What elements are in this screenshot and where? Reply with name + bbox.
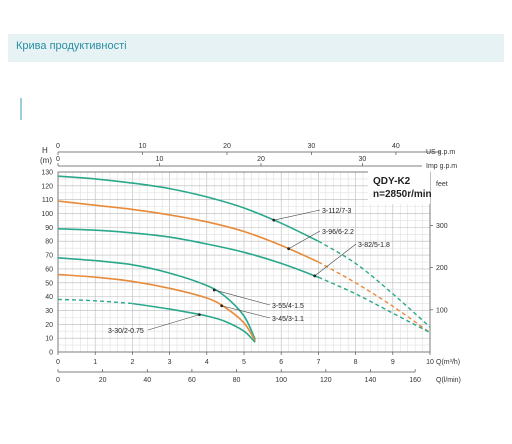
feet-tick-label: 300	[436, 223, 448, 230]
curve-label: 3-30/2-0.75	[108, 328, 144, 335]
lmin-tick-label: 160	[409, 377, 421, 384]
h-tick-label: 90	[45, 225, 53, 232]
q-tick-label: 3	[168, 359, 172, 366]
usgpm-tick-label: 10	[139, 143, 147, 150]
q-tick-label: 9	[391, 359, 395, 366]
impgpm-tick-label: 30	[359, 156, 367, 163]
lmin-tick-label: 120	[320, 377, 332, 384]
page-title: Крива продуктивності	[16, 40, 127, 52]
usgpm-tick-label: 0	[56, 143, 60, 150]
impgpm-tick-label: 0	[56, 156, 60, 163]
curve-3-82/5-1.8-dashed	[318, 276, 431, 334]
feet-axis-label: feet	[436, 181, 448, 188]
feet-tick-label: 100	[436, 307, 448, 314]
h-tick-label: 110	[42, 197, 53, 204]
q-tick-label: 4	[205, 359, 209, 366]
usgpm-tick-label: 40	[392, 143, 400, 150]
curve-3-30/2-0.75-dashed	[57, 298, 133, 305]
h-tick-label: 30	[45, 308, 53, 315]
title-box	[368, 170, 430, 204]
leader-dot	[272, 218, 276, 222]
lmin-axis-label: Q(l/min)	[436, 377, 461, 384]
leader-dot	[220, 304, 224, 308]
q-tick-label: 2	[130, 359, 134, 366]
h-tick-label: 40	[45, 294, 53, 301]
lmin-tick-label: 100	[275, 377, 287, 384]
h-tick-label: 0	[49, 350, 53, 357]
h-tick-label: 10	[45, 336, 53, 343]
curve-3-96/6-2.2-solid	[57, 200, 319, 263]
curve-3-82/5-1.8-solid	[57, 228, 319, 278]
h-tick-label: 80	[45, 239, 53, 246]
usgpm-axis-label: US g.p.m	[426, 149, 455, 156]
leader-dot	[197, 313, 201, 317]
lmin-tick-label: 20	[99, 377, 107, 384]
leader-line	[288, 230, 321, 249]
curve-3-112/7-3-dashed	[318, 240, 431, 328]
leader-line	[147, 314, 200, 331]
q-tick-label: 8	[354, 359, 358, 366]
feet-tick-label: 200	[436, 265, 448, 272]
impgpm-axis-label: Imp g.p.m	[426, 163, 457, 170]
curve-3-96/6-2.2-dashed	[318, 261, 431, 334]
curve-3-55/4-1.5	[57, 257, 256, 340]
curve-label: 3-82/5-1.8	[358, 242, 390, 249]
leader-dot	[313, 274, 317, 278]
lmin-tick-label: 60	[188, 377, 196, 384]
chart-labels: 3-112/7-3 3-96/6-2.2 3-82/5-1.8 3-55/4-1.5 3…	[108, 208, 390, 335]
lmin-tick-label: 80	[233, 377, 241, 384]
h-tick-label: 60	[45, 266, 53, 273]
h-axis-unit: (m)	[40, 156, 52, 165]
h-tick-label: 20	[45, 322, 53, 329]
h-tick-label: 130	[41, 170, 53, 177]
chart-subtitle: n=2850r/min	[373, 189, 432, 200]
usgpm-tick-label: 30	[308, 143, 316, 150]
lmin-tick-label: 140	[365, 377, 377, 384]
leader-line	[214, 289, 271, 306]
leader-line	[273, 209, 321, 221]
q-axis-label: Q(m³/h)	[436, 359, 460, 366]
curve-label: 3-55/4-1.5	[272, 303, 304, 310]
q-tick-label: 6	[279, 359, 283, 366]
h-tick-label: 100	[41, 211, 53, 218]
curve-3-30/2-0.75-solid	[132, 302, 256, 343]
header-band	[8, 34, 504, 62]
curve-3-45/3-1.1	[57, 273, 256, 342]
impgpm-tick-label: 20	[257, 156, 265, 163]
leader-dot	[287, 247, 291, 251]
curve-label: 3-45/3-1.1	[272, 316, 304, 323]
chart-curves	[57, 175, 431, 343]
side-marker	[20, 98, 22, 120]
curve-label: 3-96/6-2.2	[322, 229, 354, 236]
lmin-tick-label: 0	[56, 377, 60, 384]
q-tick-label: 0	[56, 359, 60, 366]
curve-3-112/7-3-solid	[57, 175, 319, 242]
h-tick-label: 70	[45, 253, 53, 260]
q-tick-label: 10	[426, 359, 434, 366]
h-tick-label: 50	[45, 280, 53, 287]
h-axis-label: H	[42, 146, 48, 155]
usgpm-tick-label: 20	[223, 143, 231, 150]
leader-dot	[212, 288, 216, 292]
h-tick-label: 120	[41, 183, 53, 190]
lmin-tick-label: 40	[143, 377, 151, 384]
curve-label: 3-112/7-3	[322, 208, 352, 215]
q-tick-label: 5	[242, 359, 246, 366]
q-tick-label: 1	[93, 359, 97, 366]
leader-line	[314, 243, 357, 277]
chart-title: QDY-K2	[373, 176, 411, 187]
leader-line	[221, 305, 271, 319]
impgpm-tick-label: 10	[156, 156, 164, 163]
q-tick-label: 7	[316, 359, 320, 366]
